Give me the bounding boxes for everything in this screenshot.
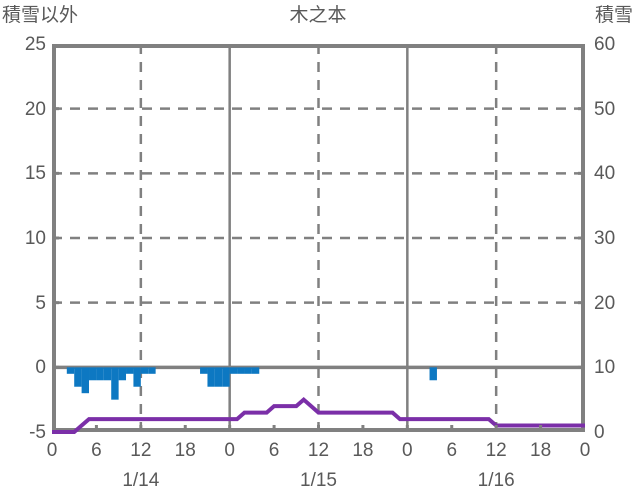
bar (126, 367, 134, 374)
right-axis-label: 積雪 (594, 5, 633, 26)
bar (96, 367, 104, 381)
chart-title: 木之本 (289, 5, 347, 26)
bar (251, 367, 260, 374)
bar (81, 367, 90, 394)
x-tick-label: 18 (352, 440, 374, 461)
bar (103, 367, 112, 381)
left-tick-label: 25 (24, 34, 46, 55)
bar (118, 367, 127, 381)
left-tick-label: 5 (35, 292, 46, 314)
x-tick-label: 18 (530, 440, 552, 461)
x-tick-label: 0 (402, 440, 413, 461)
x-tick-label: 12 (130, 440, 152, 461)
x-tick-label: 12 (485, 440, 507, 461)
right-tick-label: 20 (594, 292, 616, 314)
right-tick-label: 0 (594, 422, 605, 443)
left-tick-label: 0 (35, 357, 46, 379)
bar (429, 367, 437, 381)
right-tick-label: 50 (594, 98, 616, 120)
x-tick-label: 18 (174, 440, 196, 461)
bar (74, 367, 82, 387)
bar (229, 367, 238, 374)
bar (111, 367, 119, 400)
bar (237, 367, 245, 374)
bar (207, 367, 215, 387)
right-tick-label: 60 (594, 34, 616, 55)
x-tick-label: 0 (224, 440, 235, 461)
bar (89, 367, 97, 381)
x-day-label: 1/15 (300, 470, 337, 491)
bar (244, 367, 252, 374)
left-tick-label: 10 (24, 228, 46, 249)
bar (148, 367, 156, 374)
x-day-label: 1/16 (477, 470, 515, 491)
x-tick-label: 12 (307, 440, 330, 461)
bar (140, 367, 149, 374)
bar (66, 367, 75, 374)
left-tick-label: 20 (24, 98, 46, 120)
right-tick-label: 10 (594, 357, 616, 379)
x-tick-label: 6 (446, 440, 458, 461)
bar (222, 367, 230, 387)
x-tick-label: 6 (268, 440, 280, 461)
x-tick-label: 0 (579, 440, 591, 461)
bar (200, 367, 208, 374)
left-tick-label: 15 (24, 163, 46, 185)
right-tick-label: 30 (594, 228, 616, 249)
bar (214, 367, 223, 387)
x-day-label: 1/14 (122, 470, 160, 491)
bar (133, 367, 141, 387)
left-axis-label: 積雪以外 (2, 5, 79, 26)
left-tick-label: -5 (29, 422, 46, 443)
x-tick-label: 0 (46, 440, 58, 461)
x-tick-label: 6 (91, 440, 102, 461)
right-tick-label: 40 (594, 163, 616, 185)
